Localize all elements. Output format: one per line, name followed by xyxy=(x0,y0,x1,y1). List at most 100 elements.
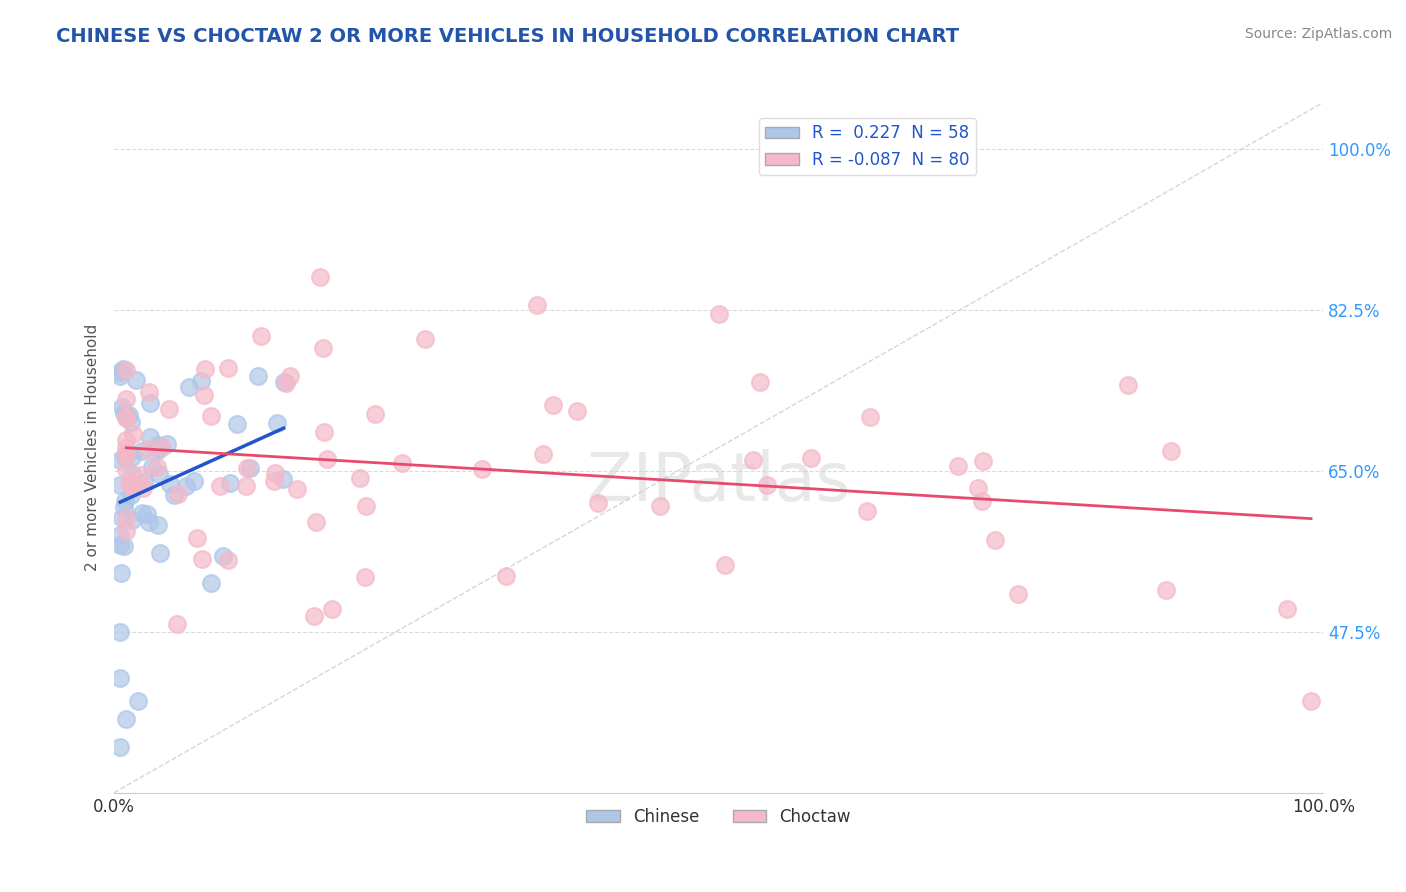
Point xyxy=(148,441,170,455)
Point xyxy=(139,396,162,410)
Point xyxy=(120,479,142,493)
Point xyxy=(972,453,994,467)
Point xyxy=(115,511,138,525)
Point xyxy=(349,471,371,485)
Point xyxy=(129,467,152,482)
Point xyxy=(138,430,160,444)
Point xyxy=(588,496,610,510)
Point xyxy=(115,524,138,539)
Point xyxy=(321,602,343,616)
Point xyxy=(354,499,377,513)
Point xyxy=(163,487,186,501)
Point xyxy=(312,342,335,356)
Point xyxy=(315,451,337,466)
Point xyxy=(177,380,200,394)
Point xyxy=(115,712,138,726)
Point xyxy=(132,481,155,495)
Point xyxy=(541,398,564,412)
Point xyxy=(495,568,517,582)
Point xyxy=(115,433,138,447)
Point xyxy=(115,410,138,425)
Point xyxy=(110,478,132,492)
Point xyxy=(149,545,172,559)
Point xyxy=(650,500,672,514)
Point xyxy=(121,513,143,527)
Point xyxy=(967,481,990,495)
Point xyxy=(1118,378,1140,392)
Point xyxy=(305,516,328,530)
Point xyxy=(152,440,174,454)
Point xyxy=(159,476,181,491)
Point xyxy=(1275,601,1298,615)
Point xyxy=(219,475,242,490)
Point xyxy=(121,450,143,464)
Point xyxy=(112,406,135,420)
Point xyxy=(110,538,132,552)
Point xyxy=(118,408,141,422)
Point xyxy=(110,624,132,639)
Point xyxy=(186,531,208,545)
Point xyxy=(285,482,308,496)
Point xyxy=(353,570,375,584)
Point xyxy=(856,504,879,518)
Point xyxy=(110,528,132,542)
Point xyxy=(799,451,821,466)
Point xyxy=(218,360,240,375)
Point xyxy=(112,362,135,376)
Point xyxy=(413,332,436,346)
Point xyxy=(1154,583,1177,598)
Point xyxy=(948,458,970,473)
Point xyxy=(128,476,150,491)
Point xyxy=(200,575,222,590)
Point xyxy=(274,376,297,390)
Point xyxy=(110,365,132,379)
Point xyxy=(308,270,330,285)
Point xyxy=(266,416,288,430)
Point xyxy=(110,671,132,685)
Point xyxy=(755,477,778,491)
Point xyxy=(271,472,294,486)
Point xyxy=(235,479,257,493)
Point xyxy=(217,553,239,567)
Point xyxy=(707,307,730,321)
Point xyxy=(159,402,181,417)
Point xyxy=(166,617,188,632)
Point xyxy=(120,488,142,502)
Point xyxy=(314,425,336,440)
Point xyxy=(115,363,138,377)
Text: CHINESE VS CHOCTAW 2 OR MORE VEHICLES IN HOUSEHOLD CORRELATION CHART: CHINESE VS CHOCTAW 2 OR MORE VEHICLES IN… xyxy=(56,27,959,45)
Point xyxy=(273,375,295,389)
Point xyxy=(138,516,160,530)
Point xyxy=(114,450,136,464)
Point xyxy=(1007,587,1029,601)
Point xyxy=(110,453,132,467)
Point xyxy=(302,609,325,624)
Point xyxy=(127,693,149,707)
Point xyxy=(141,459,163,474)
Point xyxy=(125,373,148,387)
Point xyxy=(110,369,132,384)
Legend: Chinese, Choctaw: Chinese, Choctaw xyxy=(579,801,858,832)
Point xyxy=(110,739,132,754)
Y-axis label: 2 or more Vehicles in Household: 2 or more Vehicles in Household xyxy=(86,324,100,571)
Point xyxy=(120,415,142,429)
Point xyxy=(111,400,134,414)
Point xyxy=(212,549,235,564)
Point xyxy=(118,475,141,490)
Point xyxy=(984,533,1007,548)
Point xyxy=(121,427,143,442)
Point xyxy=(364,407,387,421)
Point xyxy=(264,466,287,480)
Point xyxy=(526,298,548,312)
Point xyxy=(115,448,138,462)
Point xyxy=(114,408,136,422)
Point xyxy=(191,552,214,566)
Point xyxy=(148,517,170,532)
Point xyxy=(115,392,138,407)
Text: Source: ZipAtlas.com: Source: ZipAtlas.com xyxy=(1244,27,1392,41)
Point xyxy=(249,329,271,343)
Point xyxy=(742,452,765,467)
Point xyxy=(531,447,554,461)
Point xyxy=(138,384,160,399)
Point xyxy=(280,368,302,383)
